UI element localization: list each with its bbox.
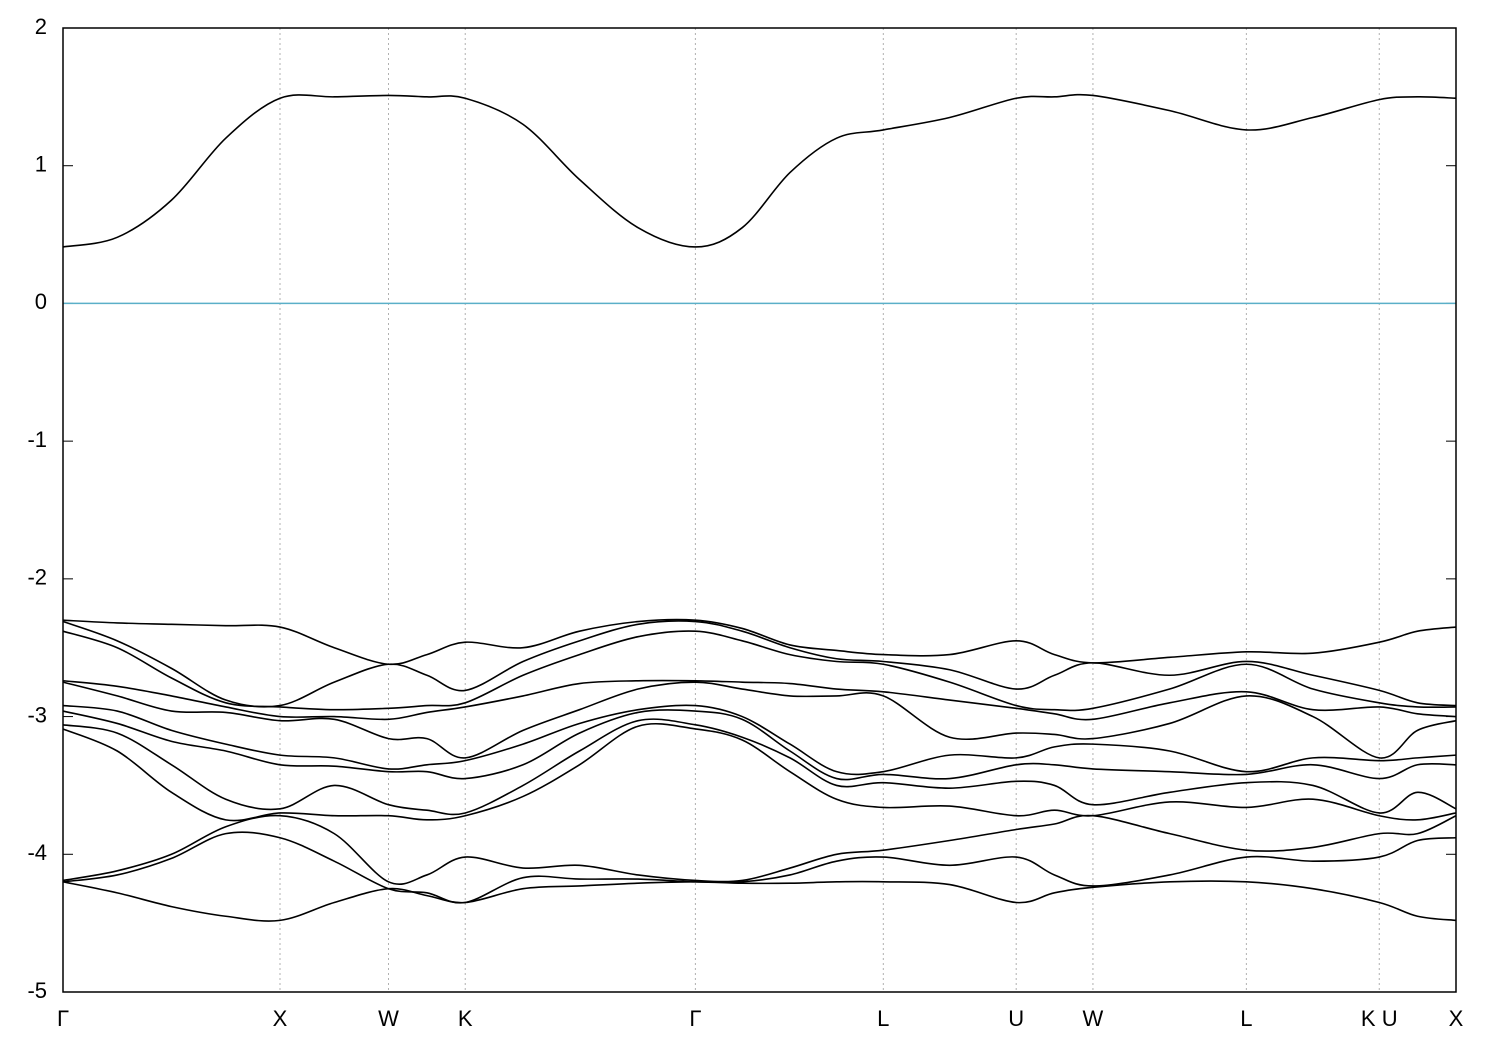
band-line (62, 831, 1457, 904)
x-tick-label: X (273, 1006, 288, 1031)
band-line (62, 93, 1457, 248)
x-tick-label: X (1449, 1006, 1464, 1031)
band-line (62, 880, 1457, 922)
band-line (62, 679, 1457, 721)
band-line (62, 709, 1457, 781)
x-tick-label: L (877, 1006, 889, 1031)
band-line (62, 681, 1457, 759)
x-tick-label: Γ (57, 1006, 69, 1031)
y-tick-label: -2 (27, 565, 47, 590)
y-tick-label: 2 (35, 14, 47, 39)
band-line (62, 620, 1457, 708)
band-line (62, 723, 1457, 822)
x-tick-label: K (458, 1006, 473, 1031)
y-tick-label: -3 (27, 702, 47, 727)
y-tick-label: -5 (27, 978, 47, 1003)
y-tick-label: 0 (35, 289, 47, 314)
band-line (62, 618, 1457, 666)
y-tick-label: -4 (27, 840, 47, 865)
x-tick-label: L (1240, 1006, 1252, 1031)
band-line (62, 630, 1457, 712)
x-tick-label: K U (1361, 1006, 1398, 1031)
y-tick-label: -1 (27, 427, 47, 452)
band-line (62, 718, 1457, 816)
x-tick-label: Γ (689, 1006, 701, 1031)
band-line (62, 814, 1457, 886)
y-tick-label: 1 (35, 152, 47, 177)
plot-frame (62, 27, 1457, 993)
x-tick-label: W (1083, 1006, 1104, 1031)
band-line (62, 704, 1457, 776)
x-tick-label: W (378, 1006, 399, 1031)
x-tick-label: U (1008, 1006, 1024, 1031)
